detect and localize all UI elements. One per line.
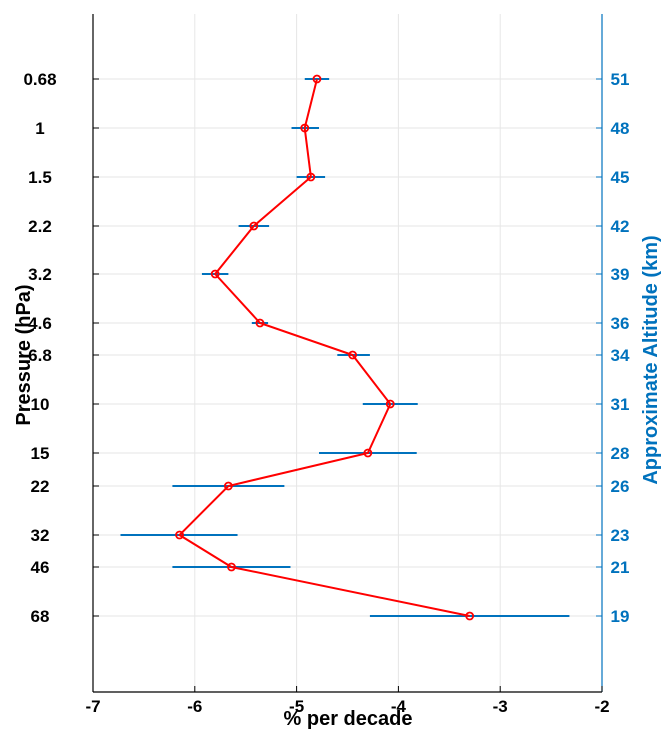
- pressure-tick-label: 22: [31, 477, 50, 496]
- trend-marker: [465, 611, 475, 621]
- tick-labels: 0.68 51 1 48 1.5 45 2.2 42 3.2 39 4.6 36 6.8 34 10 31 15…: [23, 70, 630, 716]
- pressure-tick-label: 68: [31, 607, 50, 626]
- altitude-tick-label: 19: [611, 607, 630, 626]
- x-axis-label: % per decade: [284, 708, 413, 729]
- trend-marker: [227, 562, 236, 572]
- altitude-tick-label: 42: [611, 217, 630, 236]
- trend-line: [177, 78, 470, 617]
- pressure-tick-label: 1: [35, 119, 44, 138]
- pressure-tick-label: 2.2: [28, 217, 52, 236]
- altitude-tick-label: 21: [611, 558, 630, 577]
- trend-marker: [175, 530, 184, 540]
- x-tick-label: -4: [391, 697, 407, 716]
- altitude-tick-label: 45: [611, 168, 630, 187]
- x-tick-label: -7: [85, 697, 100, 716]
- pressure-tick-label: 10: [31, 395, 50, 414]
- pressure-tick-label: 3.2: [28, 265, 52, 284]
- y-axis-label-pressure: Pressure (hPa): [13, 284, 35, 425]
- altitude-tick-label: 34: [611, 346, 630, 365]
- pressure-tick-label: 46: [31, 558, 50, 577]
- pressure-tick-label: 15: [31, 444, 50, 463]
- x-tick-label: -6: [187, 697, 202, 716]
- x-tick-label: -5: [289, 697, 304, 716]
- trend-marker: [255, 318, 265, 328]
- trend-marker: [348, 350, 357, 360]
- altitude-tick-label: 39: [611, 265, 630, 284]
- x-tick-label: -2: [594, 697, 609, 716]
- altitude-tick-label: 28: [611, 444, 630, 463]
- pressure-tick-label: 4.6: [28, 314, 52, 333]
- trend-marker: [210, 269, 220, 279]
- x-tick-label: -3: [493, 697, 508, 716]
- trend-marker: [300, 123, 310, 133]
- trend-markers: [175, 74, 475, 621]
- altitude-tick-label: 48: [611, 119, 630, 138]
- trend-line-series: [177, 78, 470, 617]
- trend-marker: [249, 221, 259, 231]
- pressure-tick-label: 0.68: [23, 70, 56, 89]
- altitude-tick-label: 31: [611, 395, 630, 414]
- altitude-tick-label: 23: [611, 526, 630, 545]
- trend-marker: [306, 172, 316, 182]
- axes: [92, 14, 603, 693]
- pressure-tick-label: 32: [31, 526, 50, 545]
- pressure-tick-label: 6.8: [28, 346, 52, 365]
- trend-marker: [385, 399, 395, 409]
- pressure-tick-label: 1.5: [28, 168, 52, 187]
- altitude-tick-label: 26: [611, 477, 630, 496]
- y-axis-label-altitude: Approximate Altitude (km): [640, 235, 662, 484]
- trend-marker: [312, 74, 322, 84]
- trend-marker: [223, 481, 233, 491]
- altitude-tick-label: 36: [611, 314, 630, 333]
- altitude-tick-label: 51: [611, 70, 630, 89]
- trend-marker: [363, 448, 373, 458]
